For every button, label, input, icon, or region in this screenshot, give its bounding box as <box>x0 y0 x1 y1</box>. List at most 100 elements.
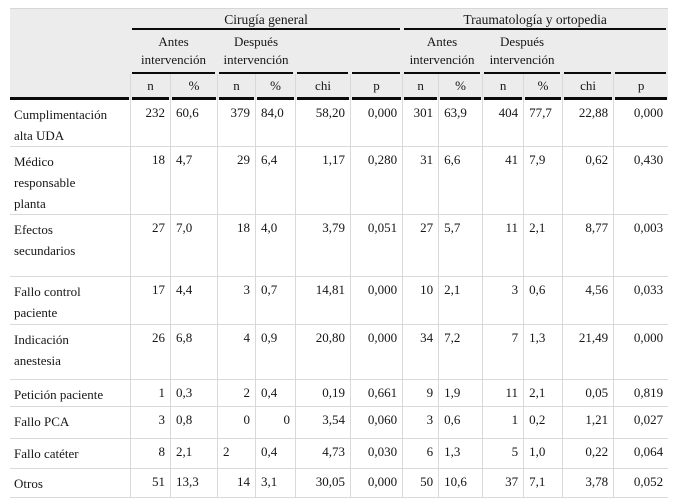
cell: 27 <box>130 215 170 277</box>
cell: 14,81 <box>295 277 350 325</box>
cell: 0,661 <box>350 380 403 407</box>
group-header-trauma: Traumatología y ortopedia <box>402 8 669 30</box>
cell: 4,73 <box>295 439 350 469</box>
cell: 0,280 <box>350 147 403 215</box>
subgroup-antes: Antes intervención <box>130 30 217 74</box>
cell: 0,052 <box>613 469 669 498</box>
column-header-pct: % <box>438 74 483 100</box>
table-row: Efectos secundarios 27 7,0 18 4,0 3,79 0,051 27 5… <box>10 215 669 277</box>
cell: 0,62 <box>562 147 614 215</box>
cell: 34 <box>402 325 439 380</box>
subgroup-spacer-p <box>613 30 669 74</box>
cell: 31 <box>402 147 439 215</box>
cell: 5,7 <box>438 215 483 277</box>
cell: 2 <box>217 439 255 469</box>
cell: 8,77 <box>562 215 614 277</box>
cell: 0,8 <box>170 407 217 439</box>
cell: 1,0 <box>523 439 563 469</box>
row-label: Efectos secundarios <box>10 215 130 277</box>
cell: 6,8 <box>170 325 217 380</box>
cell: 0,05 <box>562 380 614 407</box>
column-header-chi: chi <box>295 74 350 100</box>
cell: 4,56 <box>562 277 614 325</box>
cell: 0 <box>255 407 295 439</box>
cell: 3,79 <box>295 215 350 277</box>
cell: 4,7 <box>170 147 217 215</box>
subgroup-spacer-chi <box>562 30 614 74</box>
cell: 7 <box>482 325 524 380</box>
cell: 0,4 <box>255 439 295 469</box>
cell: 0,003 <box>613 215 669 277</box>
group-header-cirugia: Cirugía general <box>130 8 403 30</box>
row-label: Fallo PCA <box>10 407 130 439</box>
subgroup-spacer-p <box>350 30 403 74</box>
table-header: Cirugía general Traumatología y ortopedi… <box>10 8 669 100</box>
cell: 0,000 <box>613 100 669 147</box>
cell: 0,000 <box>350 469 403 498</box>
cell: 1 <box>130 380 170 407</box>
column-header-p: p <box>350 74 403 100</box>
cell: 1 <box>482 407 524 439</box>
cell: 9 <box>402 380 439 407</box>
cell: 0 <box>217 407 255 439</box>
cell: 8 <box>130 439 170 469</box>
cell: 3,78 <box>562 469 614 498</box>
cell: 0,6 <box>523 277 563 325</box>
cell: 51 <box>130 469 170 498</box>
cell: 0,819 <box>613 380 669 407</box>
cell: 0,033 <box>613 277 669 325</box>
cell: 3 <box>402 407 439 439</box>
cell: 37 <box>482 469 524 498</box>
table-row: Fallo catéter 8 2,1 2 0,4 4,73 0,030 6 1,3 5 1,0 0,… <box>10 439 669 469</box>
row-label: Fallo catéter <box>10 439 130 469</box>
cell: 60,6 <box>170 100 217 147</box>
cell: 1,9 <box>438 380 483 407</box>
cell: 0,4 <box>255 380 295 407</box>
column-header-n: n <box>482 74 524 100</box>
subgroup-antes: Antes intervención <box>402 30 483 74</box>
column-header-row: n % n % chi p n % n % chi p <box>10 74 669 100</box>
column-header-n: n <box>402 74 439 100</box>
cell: 0,000 <box>350 277 403 325</box>
column-header-pct: % <box>170 74 217 100</box>
cell: 0,060 <box>350 407 403 439</box>
cell: 0,6 <box>438 407 483 439</box>
cell: 11 <box>482 215 524 277</box>
cell: 63,9 <box>438 100 483 147</box>
column-header-p: p <box>613 74 669 100</box>
subgroup-spacer-chi <box>295 30 350 74</box>
results-table: Cirugía general Traumatología y ortopedi… <box>10 8 669 498</box>
cell: 7,0 <box>170 215 217 277</box>
cell: 0,2 <box>523 407 563 439</box>
subgroup-header-row: Antes intervención Después intervención … <box>10 30 669 74</box>
cell: 29 <box>217 147 255 215</box>
cell: 232 <box>130 100 170 147</box>
cell: 84,0 <box>255 100 295 147</box>
cell: 3 <box>130 407 170 439</box>
cell: 13,3 <box>170 469 217 498</box>
cell: 77,7 <box>523 100 563 147</box>
cell: 7,2 <box>438 325 483 380</box>
row-label: Médico responsable planta <box>10 147 130 215</box>
cell: 0,000 <box>350 325 403 380</box>
cell: 50 <box>402 469 439 498</box>
cell: 0,22 <box>562 439 614 469</box>
cell: 4,0 <box>255 215 295 277</box>
cell: 3 <box>482 277 524 325</box>
cell: 18 <box>130 147 170 215</box>
subgroup-despues: Después intervención <box>217 30 295 74</box>
column-header-pct: % <box>255 74 295 100</box>
row-label: Cumplimentación alta UDA <box>10 100 130 147</box>
cell: 0,064 <box>613 439 669 469</box>
table-row: Fallo control paciente 17 4,4 3 0,7 14,81 0,000… <box>10 277 669 325</box>
cell: 0,3 <box>170 380 217 407</box>
cell: 7,9 <box>523 147 563 215</box>
cell: 10 <box>402 277 439 325</box>
column-header-pct: % <box>523 74 563 100</box>
cell: 20,80 <box>295 325 350 380</box>
row-label-header <box>10 8 130 100</box>
cell: 0,7 <box>255 277 295 325</box>
cell: 30,05 <box>295 469 350 498</box>
subgroup-despues: Después intervención <box>482 30 563 74</box>
cell: 2,1 <box>523 215 563 277</box>
